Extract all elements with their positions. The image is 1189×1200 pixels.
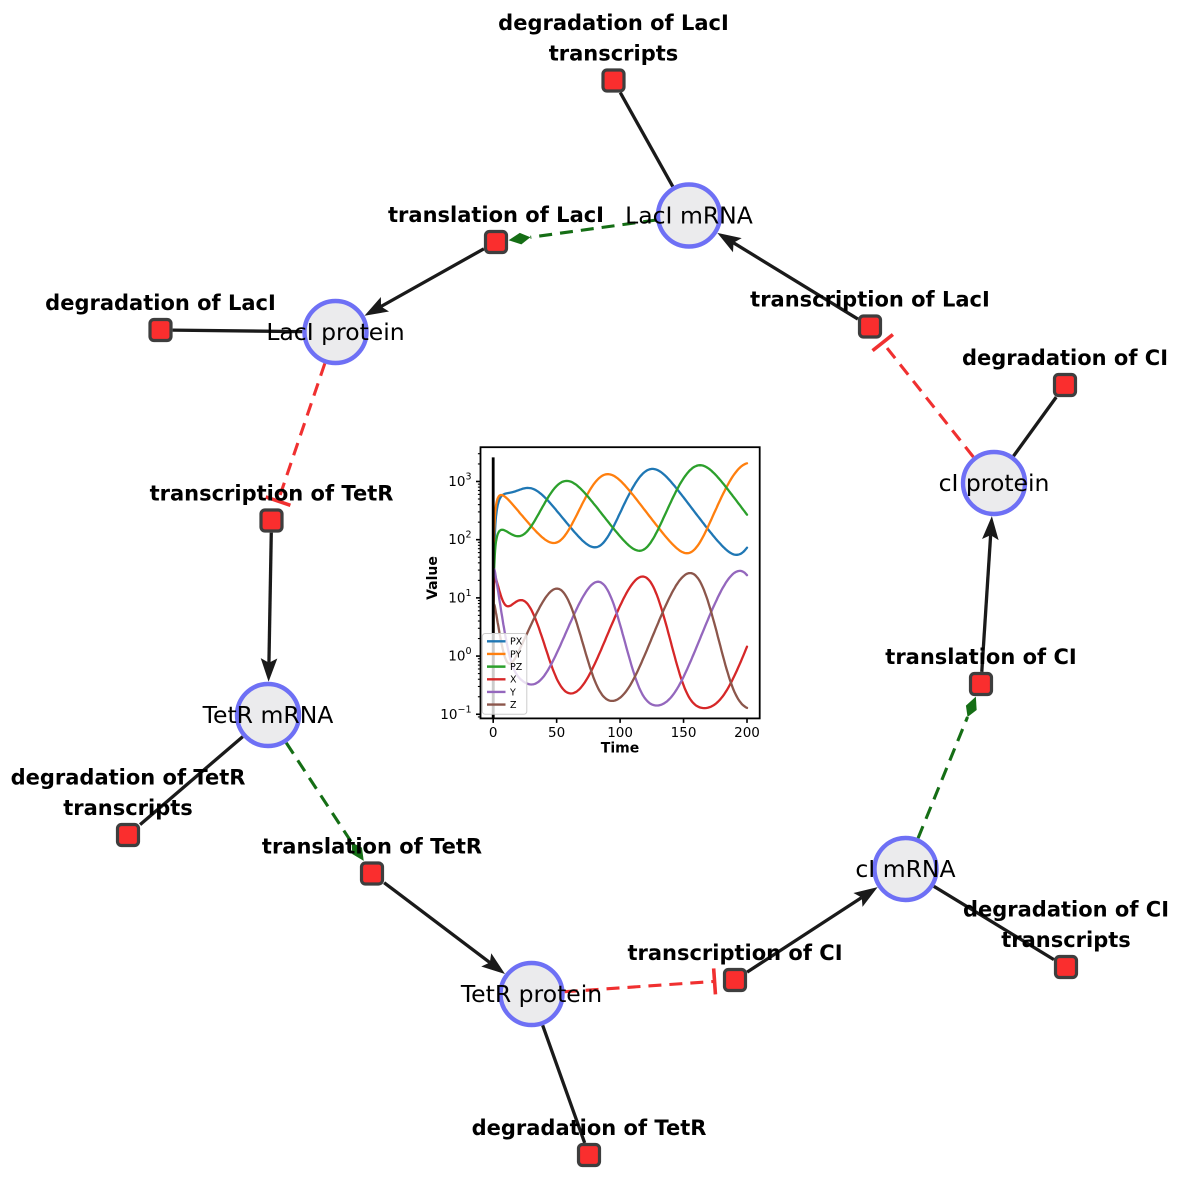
reaction-node-translation_of_TetR — [359, 861, 385, 886]
y-tick-label-1e-1: 10−1 — [440, 704, 471, 723]
legend-label-PY: PY — [510, 649, 522, 660]
reaction-node-transcription_of_TetR — [259, 508, 284, 533]
species-label-cI_mRNA: cI mRNA — [855, 855, 955, 883]
species-label-TetR_mRNA: TetR mRNA — [202, 701, 334, 729]
edge-inhibition-LacI_protein-to-transcription_of_TetR-tee-icon — [265, 495, 291, 507]
edge-inhibition-TetR_protein-to-transcription_of_CI-tee-icon — [711, 968, 718, 995]
reaction-label-translation_of_CI-line1: translation of CI — [885, 645, 1076, 669]
edge-consumption-cI_protein-to-degradation_of_CI — [1012, 396, 1058, 458]
species-node-LacI_mRNA — [655, 182, 723, 249]
x-axis-label: Time — [601, 741, 639, 757]
reaction-label-translation_of_LacI-line1: translation of LacI — [388, 203, 604, 227]
species-node-TetR_mRNA — [234, 681, 302, 749]
reaction-node-degradation_of_CI_transcripts — [1053, 954, 1079, 980]
edge-modifier-LacI_mRNA-to-translation_of_LacI — [530, 218, 657, 239]
edge-production-transcription_of_CI-to-cI_mRNA — [746, 896, 863, 974]
reaction-node-degradation_of_CI — [1052, 372, 1078, 398]
reaction-node-transcription_of_LacI — [857, 314, 883, 339]
edge-production-transcription_of_CI-to-cI_mRNA-arrowhead-icon — [853, 887, 878, 907]
x-tick-label-150: 150 — [671, 725, 697, 741]
edge-production-transcription_of_LacI-to-LacI_mRNA-arrowhead-icon — [717, 232, 742, 253]
edge-consumption-LacI_mRNA-to-degradation_of_LacI_transcripts — [618, 91, 675, 188]
reaction-node-translation_of_CI — [968, 671, 994, 697]
species-node-LacI_protein — [302, 298, 369, 366]
edge-consumption-cI_mRNA-to-degradation_of_CI_transcripts — [932, 884, 1055, 962]
edge-production-transcription_of_TetR-to-TetR_mRNA — [267, 532, 273, 663]
reaction-label-degradation_of_LacI-line1: degradation of LacI — [45, 291, 276, 315]
edge-modifier-TetR_mRNA-to-translation_of_TetR-arrowhead-icon — [351, 842, 364, 861]
y-tick-label-1e0: 100 — [448, 646, 471, 665]
reaction-node-degradation_of_LacI — [148, 317, 173, 343]
edge-production-transcription_of_TetR-to-TetR_mRNA-arrowhead-icon — [260, 658, 278, 682]
y-axis-label: Value — [425, 556, 441, 600]
plot-line-PZ — [492, 464, 749, 719]
edge-inhibition-TetR_protein-to-transcription_of_CI — [564, 979, 715, 994]
reaction-label-degradation_of_LacI_transcripts-line1: degradation of LacI — [498, 11, 729, 35]
species-node-cI_mRNA — [872, 835, 939, 903]
edges-layer — [139, 91, 1058, 1144]
reaction-node-degradation_of_TetR_transcripts — [115, 822, 141, 848]
species-label-cI_protein: cI protein — [939, 469, 1050, 497]
labels-layer: LacI mRNA LacI protein TetR mRNA TetR prote… — [11, 11, 1169, 1140]
x-tick-label-200: 200 — [734, 725, 760, 741]
edge-inhibition-LacI_protein-to-transcription_of_TetR — [276, 362, 327, 502]
reaction-label-degradation_of_TetR_transcripts-line2: transcripts — [63, 796, 193, 820]
y-tick-label-1e2: 102 — [448, 530, 471, 549]
y-tick-label-1e3: 103 — [448, 471, 471, 490]
y-tick-label-1e1: 101 — [448, 588, 471, 607]
legend-label-PZ: PZ — [510, 662, 523, 673]
x-tick-label-100: 100 — [607, 725, 633, 741]
edge-production-translation_of_CI-to-cI_protein — [980, 534, 993, 673]
x-tick-label-50: 50 — [548, 725, 565, 741]
legend-label-Z: Z — [510, 700, 517, 711]
species-label-LacI_protein: LacI protein — [266, 318, 404, 346]
reaction-label-transcription_of_TetR-line1: transcription of TetR — [150, 482, 394, 506]
reaction-label-degradation_of_TetR_transcripts-line1: degradation of TetR — [11, 766, 246, 790]
edge-production-translation_of_LacI-to-LacI_protein — [380, 247, 485, 308]
reaction-label-degradation_of_TetR-line1: degradation of TetR — [472, 1116, 707, 1140]
reaction-label-degradation_of_CI-line1: degradation of CI — [962, 346, 1168, 370]
edge-inhibition-cI_protein-to-transcription_of_LacI — [881, 341, 975, 458]
plot-line-X — [492, 575, 749, 719]
edge-consumption-TetR_protein-to-degradation_of_TetR — [541, 1024, 587, 1144]
legend-label-X: X — [510, 675, 517, 686]
edge-modifier-cI_mRNA-to-translation_of_CI-arrowhead-icon — [965, 696, 977, 717]
edge-consumption-LacI_protein-to-degradation_of_LacI — [172, 328, 303, 334]
reaction-node-translation_of_LacI — [483, 229, 509, 255]
species-node-TetR_protein — [498, 960, 565, 1028]
edge-production-translation_of_LacI-to-LacI_protein-arrowhead-icon — [364, 297, 390, 316]
reaction-node-transcription_of_CI — [722, 967, 748, 993]
reaction-label-translation_of_TetR-line1: translation of TetR — [262, 835, 482, 859]
legend-label-Y: Y — [509, 687, 516, 698]
edge-production-translation_of_TetR-to-TetR_protein-arrowhead-icon — [481, 953, 506, 974]
edge-production-translation_of_TetR-to-TetR_protein — [383, 881, 491, 964]
reaction-label-transcription_of_LacI-line1: transcription of LacI — [750, 288, 990, 312]
plot-line-PY — [492, 462, 749, 719]
edge-inhibition-cI_protein-to-transcription_of_LacI-tee-icon — [871, 333, 895, 353]
reaction-node-degradation_of_TetR — [576, 1142, 602, 1168]
reaction-label-transcription_of_CI-line1: transcription of CI — [627, 941, 842, 965]
plot-line-PX — [492, 467, 749, 719]
species-label-TetR_protein: TetR protein — [460, 980, 602, 1008]
edge-consumption-TetR_mRNA-to-degradation_of_TetR_transcripts — [139, 735, 244, 826]
edge-modifier-LacI_mRNA-to-translation_of_LacI-arrowhead-icon — [508, 232, 531, 245]
reaction-label-degradation_of_CI_transcripts-line2: transcripts — [1001, 928, 1131, 952]
reaction-node-degradation_of_LacI_transcripts — [601, 68, 626, 93]
reaction-label-degradation_of_LacI_transcripts-line2: transcripts — [549, 42, 679, 66]
nodes-layer — [115, 68, 1079, 1168]
edge-modifier-cI_mRNA-to-translation_of_CI — [916, 716, 969, 839]
x-tick-label-0: 0 — [489, 725, 498, 741]
edge-production-transcription_of_LacI-to-LacI_mRNA — [732, 241, 859, 321]
legend-label-PX: PX — [510, 637, 523, 648]
species-node-cI_protein — [960, 449, 1028, 517]
species-label-LacI_mRNA: LacI mRNA — [625, 201, 753, 229]
edge-production-translation_of_CI-to-cI_protein-arrowhead-icon — [982, 516, 999, 541]
reaction-label-degradation_of_CI_transcripts-line1: degradation of CI — [963, 898, 1169, 922]
